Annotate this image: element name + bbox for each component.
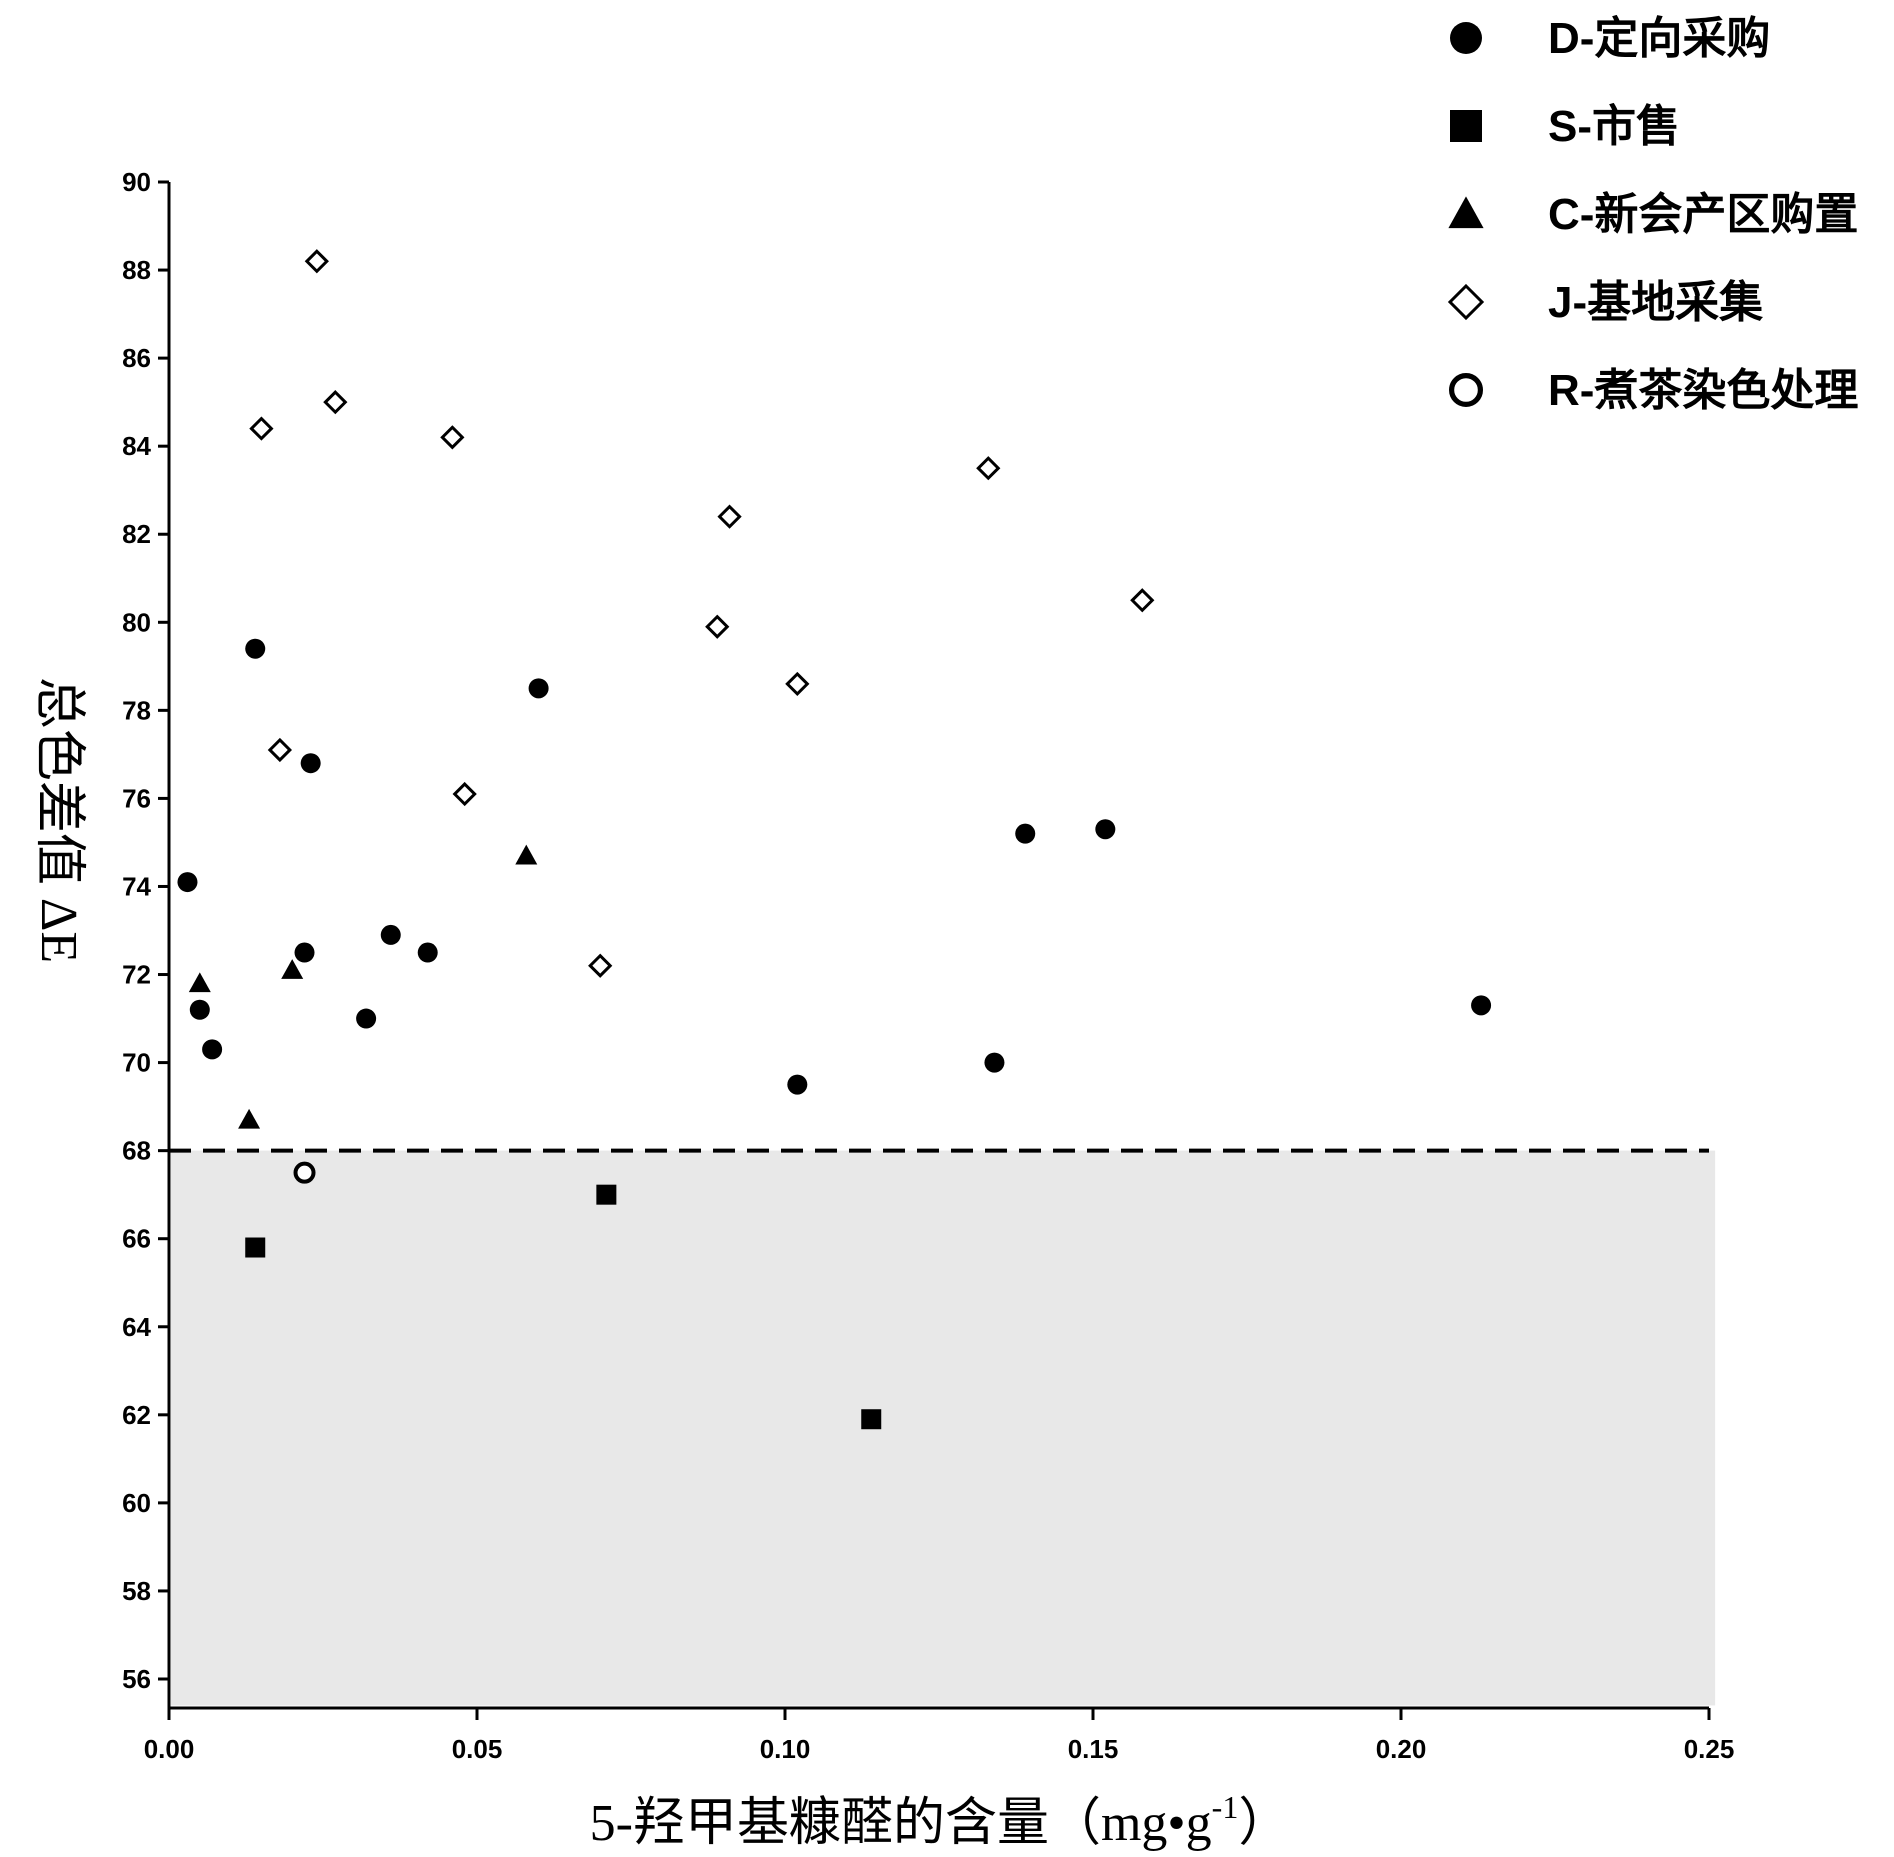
data-point: [293, 1161, 316, 1184]
y-tick-label: 68: [122, 1136, 151, 1166]
data-point: [300, 753, 321, 774]
data-point: [588, 953, 613, 978]
y-tick-label: 64: [122, 1312, 151, 1342]
x-axis-title: 5-羟甲基糠醛的含量（mg•g-1）: [590, 1789, 1291, 1852]
y-axis: 56 58 60 62 64 66 68 70 72 74 76 78 80 82 84 86 88 90: [122, 167, 171, 1708]
legend-marker: [1448, 196, 1484, 229]
legend-marker: [1450, 22, 1482, 54]
x-tick-label: 0.00: [144, 1734, 195, 1764]
data-point: [717, 504, 742, 529]
y-tick-label: 80: [122, 607, 151, 637]
data-point: [984, 1052, 1005, 1073]
y-tick-label: 78: [122, 695, 151, 725]
data-point: [267, 737, 293, 763]
legend-label: C-新会产区购置: [1548, 190, 1858, 239]
x-tick-label: 0.25: [1684, 1734, 1735, 1764]
y-tick-label: 82: [122, 519, 151, 549]
data-point: [323, 390, 348, 415]
data-point: [417, 942, 438, 963]
y-tick-label: 74: [122, 871, 151, 901]
x-axis-title-text: 5-羟甲基糠醛的含量（mg•g: [590, 1794, 1212, 1852]
y-tick-label: 86: [122, 343, 151, 373]
data-point: [440, 425, 465, 450]
x-axis-title-superscript: -1: [1212, 1789, 1239, 1825]
x-tick-label: 0.15: [1068, 1734, 1119, 1764]
y-tick-label: 66: [122, 1224, 151, 1254]
y-tick-label: 72: [122, 960, 151, 990]
y-tick-label: 58: [122, 1576, 151, 1606]
data-point: [861, 1409, 882, 1430]
x-tick-label: 0.05: [452, 1734, 503, 1764]
y-tick-label: 62: [122, 1400, 151, 1430]
data-point: [249, 416, 274, 441]
data-point: [452, 781, 477, 807]
data-point: [785, 671, 810, 697]
legend-label: R-煮茶染色处理: [1548, 366, 1858, 415]
data-point: [238, 1108, 261, 1129]
y-tick-label: 90: [122, 167, 151, 197]
x-axis-title-close: ）: [1238, 1795, 1290, 1852]
data-point: [304, 249, 329, 274]
y-tick-label: 76: [122, 783, 151, 813]
data-point: [1471, 995, 1492, 1016]
y-tick-label: 60: [122, 1488, 151, 1518]
data-point: [202, 1039, 223, 1060]
legend-marker: [1448, 373, 1483, 408]
legend-label: S-市售: [1548, 102, 1680, 151]
data-point: [245, 1237, 266, 1258]
data-point: [515, 844, 538, 865]
data-point: [189, 999, 210, 1020]
data-point: [705, 614, 730, 639]
y-tick-label: 88: [122, 255, 151, 285]
data-point: [245, 638, 266, 659]
data-point: [281, 959, 304, 979]
y-tick-label: 56: [122, 1664, 151, 1694]
x-axis: 0.00 0.05 0.10 0.15 0.20 0.25: [144, 1706, 1735, 1764]
y-tick-label: 70: [122, 1048, 151, 1078]
data-point: [188, 972, 211, 993]
shaded-region: [171, 1150, 1716, 1706]
data-point: [528, 678, 549, 699]
y-axis-title: 总色差值 ΔE: [30, 677, 87, 963]
legend-label: J-基地采集: [1548, 278, 1763, 327]
legend: D-定向采购 S-市售 C-新会产区购置 J-基地采集 R-煮茶染色处理: [1447, 14, 1858, 415]
legend-marker: [1447, 283, 1485, 321]
x-tick-label: 0.20: [1376, 1734, 1427, 1764]
y-axis-title-text: 总色差值 ΔE: [30, 677, 87, 963]
x-tick-label: 0.10: [760, 1734, 811, 1764]
data-point: [1015, 823, 1036, 844]
data-point: [294, 942, 315, 963]
data-point: [1095, 819, 1116, 840]
data-point: [380, 924, 401, 945]
legend-label: D-定向采购: [1548, 14, 1770, 63]
data-point: [177, 872, 198, 893]
legend-marker: [1450, 110, 1482, 142]
data-point: [976, 456, 1001, 481]
data-point: [596, 1184, 617, 1205]
data-point: [356, 1008, 377, 1029]
plot-points: [177, 249, 1492, 1430]
y-tick-label: 84: [122, 431, 151, 461]
data-point: [787, 1074, 808, 1095]
data-point: [1130, 588, 1155, 613]
